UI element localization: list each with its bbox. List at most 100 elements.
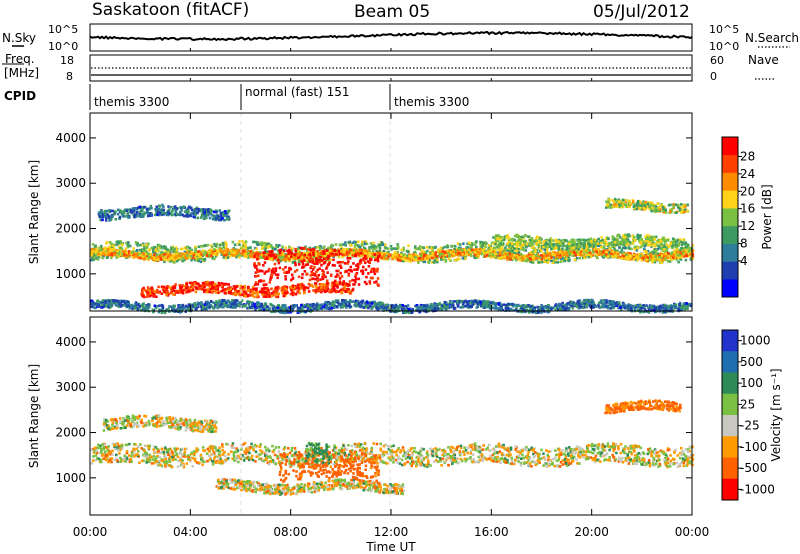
heatmap-cell <box>214 244 217 247</box>
heatmap-cell <box>226 256 230 259</box>
heatmap-cell <box>168 249 171 252</box>
heatmap-cell <box>418 245 422 248</box>
heatmap-cell <box>562 256 566 260</box>
heatmap-cell <box>627 257 630 261</box>
heatmap-cell <box>129 244 132 248</box>
heatmap-cell <box>254 246 257 250</box>
heatmap-cell <box>183 255 187 259</box>
heatmap-cell <box>508 249 511 253</box>
heatmap-cell <box>286 257 290 260</box>
heatmap-cell <box>107 214 110 218</box>
heatmap-cell <box>354 275 357 278</box>
heatmap-cell <box>349 248 352 252</box>
heatmap-cell <box>204 289 207 292</box>
heatmap-cell <box>688 254 691 258</box>
heatmap-cell <box>423 260 427 264</box>
heatmap-cell <box>242 249 245 253</box>
heatmap-cell <box>284 277 287 281</box>
heatmap-cell <box>225 243 228 246</box>
heatmap-cell <box>102 252 105 256</box>
heatmap-cell <box>321 269 324 272</box>
heatmap-cell <box>244 294 247 298</box>
heatmap-cell <box>189 249 192 253</box>
heatmap-cell <box>241 239 244 243</box>
heatmap-cell <box>552 253 555 256</box>
heatmap-cell <box>300 251 303 255</box>
heatmap-cell <box>466 242 469 246</box>
heatmap-cell <box>277 286 280 290</box>
heatmap-cell <box>369 270 373 274</box>
heatmap-cell <box>219 214 223 217</box>
heatmap-cell <box>279 251 282 255</box>
heatmap-cell <box>253 252 257 256</box>
heatmap-cell <box>290 278 293 282</box>
heatmap-cell <box>461 256 465 260</box>
heatmap-cell <box>173 261 176 264</box>
heatmap-cell <box>201 281 205 285</box>
heatmap-cell <box>303 247 306 250</box>
heatmap-cell <box>311 268 315 271</box>
heatmap-cell <box>431 246 435 249</box>
heatmap-cell <box>95 252 98 256</box>
heatmap-cell <box>197 207 201 211</box>
heatmap-cell <box>273 290 277 294</box>
heatmap-cell <box>551 250 555 254</box>
heatmap-cell <box>318 246 322 250</box>
heatmap-cell <box>91 243 95 246</box>
heatmap-cell <box>145 257 148 260</box>
heatmap-cell <box>691 253 694 256</box>
heatmap-cell <box>635 249 639 252</box>
heatmap-cell <box>675 247 678 251</box>
heatmap-cell <box>152 255 155 259</box>
heatmap-cell <box>372 241 375 245</box>
heatmap-cell <box>247 246 250 250</box>
heatmap-cell <box>218 209 221 212</box>
heatmap-cell <box>178 284 181 287</box>
heatmap-cell <box>203 289 206 292</box>
heatmap-cell <box>166 294 170 297</box>
heatmap-cell <box>228 255 231 258</box>
heatmap-cell <box>136 244 139 247</box>
heatmap-cell <box>475 256 479 259</box>
heatmap-cell <box>110 252 113 255</box>
station-title: Saskatoon (fitACF) <box>92 0 249 20</box>
heatmap-cell <box>170 287 173 290</box>
heatmap-cell <box>501 251 505 255</box>
heatmap-cell <box>650 243 653 247</box>
heatmap-cell <box>577 250 581 253</box>
heatmap-cell <box>177 258 180 261</box>
heatmap-cell <box>502 238 505 242</box>
heatmap-cell <box>97 252 100 256</box>
heatmap-cell <box>369 276 373 280</box>
heatmap-cell <box>377 243 381 247</box>
heatmap-cell <box>176 291 180 294</box>
heatmap-cell <box>162 245 166 249</box>
heatmap-cell <box>301 273 304 276</box>
heatmap-cell <box>470 245 473 249</box>
heatmap-cell <box>589 255 593 259</box>
heatmap-cell <box>142 294 145 298</box>
heatmap-cell <box>378 249 381 252</box>
heatmap-cell <box>664 256 667 260</box>
heatmap-cell <box>370 255 373 258</box>
heatmap-cell <box>580 252 583 255</box>
heatmap-cell <box>525 245 528 249</box>
heatmap-cell <box>650 235 653 239</box>
heatmap-cell <box>313 265 316 269</box>
heatmap-cell <box>573 243 577 247</box>
heatmap-cell <box>122 253 125 257</box>
heatmap-cell <box>625 257 628 261</box>
heatmap-cell <box>264 245 267 249</box>
heatmap-cell <box>201 257 205 261</box>
heatmap-cell <box>134 241 138 244</box>
heatmap-cell <box>216 284 219 288</box>
heatmap-cell <box>597 253 601 256</box>
heatmap-cell <box>241 244 245 248</box>
heatmap-cell <box>109 218 113 221</box>
heatmap-cell <box>468 247 472 250</box>
heatmap-cell <box>422 250 425 253</box>
heatmap-cell <box>163 290 167 294</box>
heatmap-cell <box>164 212 167 215</box>
heatmap-cell <box>331 287 334 290</box>
heatmap-cell <box>663 245 667 249</box>
